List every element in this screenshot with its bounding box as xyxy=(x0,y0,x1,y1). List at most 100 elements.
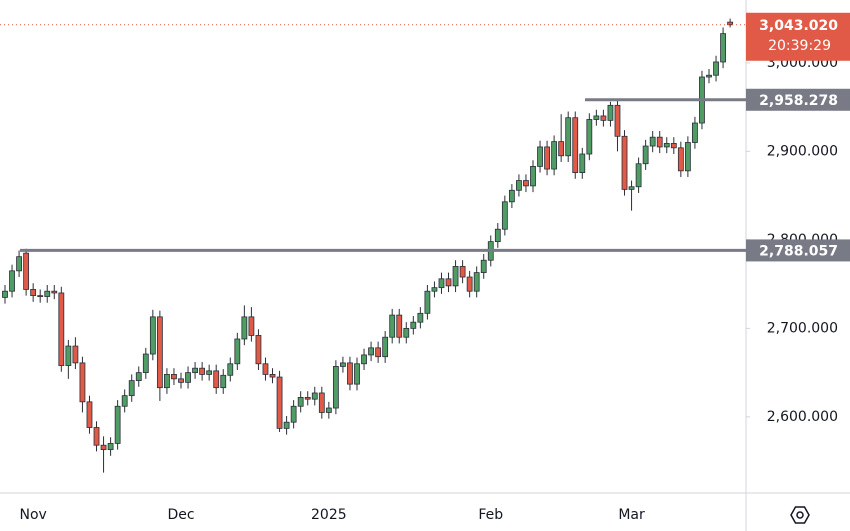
candle-body xyxy=(494,228,501,243)
settings-icon[interactable] xyxy=(790,506,810,524)
candle-body xyxy=(9,270,15,292)
level-label-box xyxy=(746,239,850,262)
candle-body xyxy=(508,189,515,203)
candle-body xyxy=(586,119,593,155)
candle-body xyxy=(706,74,712,78)
candle-body xyxy=(234,338,241,365)
candle-body xyxy=(389,314,396,338)
candle-body xyxy=(58,292,65,366)
candle-body xyxy=(656,136,663,148)
candle-body xyxy=(304,397,311,400)
candle-body xyxy=(424,290,431,314)
candle-body xyxy=(114,405,121,444)
candle-body xyxy=(727,21,734,26)
candle-body xyxy=(354,363,360,385)
candle-body xyxy=(459,266,466,278)
candle-body xyxy=(452,266,459,287)
y-tick-label: 2,600.000 xyxy=(767,409,838,425)
level-label: 2,788.057 xyxy=(759,243,838,259)
candle-body xyxy=(670,142,677,149)
last-price-label: 3,043.020 xyxy=(759,18,838,34)
candle-body xyxy=(713,61,719,76)
y-tick-label: 2,900.000 xyxy=(767,143,838,159)
candle-body xyxy=(121,395,128,407)
candle-body xyxy=(677,147,684,172)
plot-area xyxy=(2,18,734,473)
candle-body xyxy=(417,312,424,323)
level-label: 2,958.278 xyxy=(759,93,838,109)
candle-body xyxy=(382,336,389,358)
candle-body xyxy=(403,327,410,338)
candle-body xyxy=(516,180,522,191)
candle-body xyxy=(347,362,353,385)
candle-body xyxy=(178,378,184,383)
settings-dot xyxy=(796,511,804,519)
candle-body xyxy=(537,146,543,167)
candle-body xyxy=(340,362,346,367)
candle-body xyxy=(635,163,642,188)
candle-body xyxy=(65,345,72,366)
candle-body xyxy=(649,136,656,147)
candle-body xyxy=(241,316,248,340)
candle-body xyxy=(2,290,8,298)
candle-body xyxy=(473,272,480,292)
candle-body xyxy=(325,407,332,413)
candle-body xyxy=(579,153,586,173)
candle-body xyxy=(530,165,536,187)
candle-body xyxy=(544,146,550,170)
candle-body xyxy=(572,117,579,173)
candle-body xyxy=(593,115,600,120)
candle-body xyxy=(185,372,191,383)
candle-body xyxy=(368,347,374,356)
candle-body xyxy=(107,443,114,451)
candle-body xyxy=(23,252,30,290)
candle-body xyxy=(466,276,473,292)
x-tick-label: Mar xyxy=(618,507,645,523)
x-tick-label: Dec xyxy=(167,507,194,523)
candle-body xyxy=(142,353,149,374)
candle-body xyxy=(227,363,234,376)
last-price-box xyxy=(746,12,850,61)
candle-body xyxy=(255,335,262,365)
candle-body xyxy=(30,289,37,297)
candle-body xyxy=(297,397,304,407)
candle-body xyxy=(438,278,445,289)
candle-body xyxy=(290,405,297,423)
candle-body xyxy=(135,372,142,381)
x-tick-label: Feb xyxy=(478,507,503,523)
candle-body xyxy=(318,392,325,413)
candle-body xyxy=(332,366,339,409)
candle-body xyxy=(445,278,452,287)
candle-body xyxy=(262,363,269,375)
candle-body xyxy=(44,290,51,297)
candle-body xyxy=(72,345,79,364)
x-tick-label: Nov xyxy=(19,507,46,523)
level-label-box xyxy=(746,88,850,111)
candle-body xyxy=(410,321,417,329)
candle-body xyxy=(156,316,163,389)
candle-body xyxy=(276,376,283,429)
candle-body xyxy=(311,392,318,400)
candle-body xyxy=(431,287,438,292)
candle-body xyxy=(684,142,691,172)
candle-body xyxy=(558,141,565,157)
candle-body xyxy=(614,104,621,137)
candle-body xyxy=(361,354,367,365)
candle-body xyxy=(164,373,170,389)
candle-body xyxy=(220,374,227,389)
candle-body xyxy=(551,141,558,170)
candle-body xyxy=(621,135,628,190)
candle-body xyxy=(51,290,58,294)
candle-body xyxy=(642,145,649,165)
candle-body xyxy=(100,444,107,451)
candle-body xyxy=(283,421,290,429)
candle-body xyxy=(86,401,93,428)
candle-body xyxy=(213,370,220,389)
candle-body xyxy=(607,104,614,121)
candle-body xyxy=(480,259,487,274)
candle-body xyxy=(600,115,607,121)
candle-body xyxy=(375,347,382,358)
candle-body xyxy=(192,367,198,374)
